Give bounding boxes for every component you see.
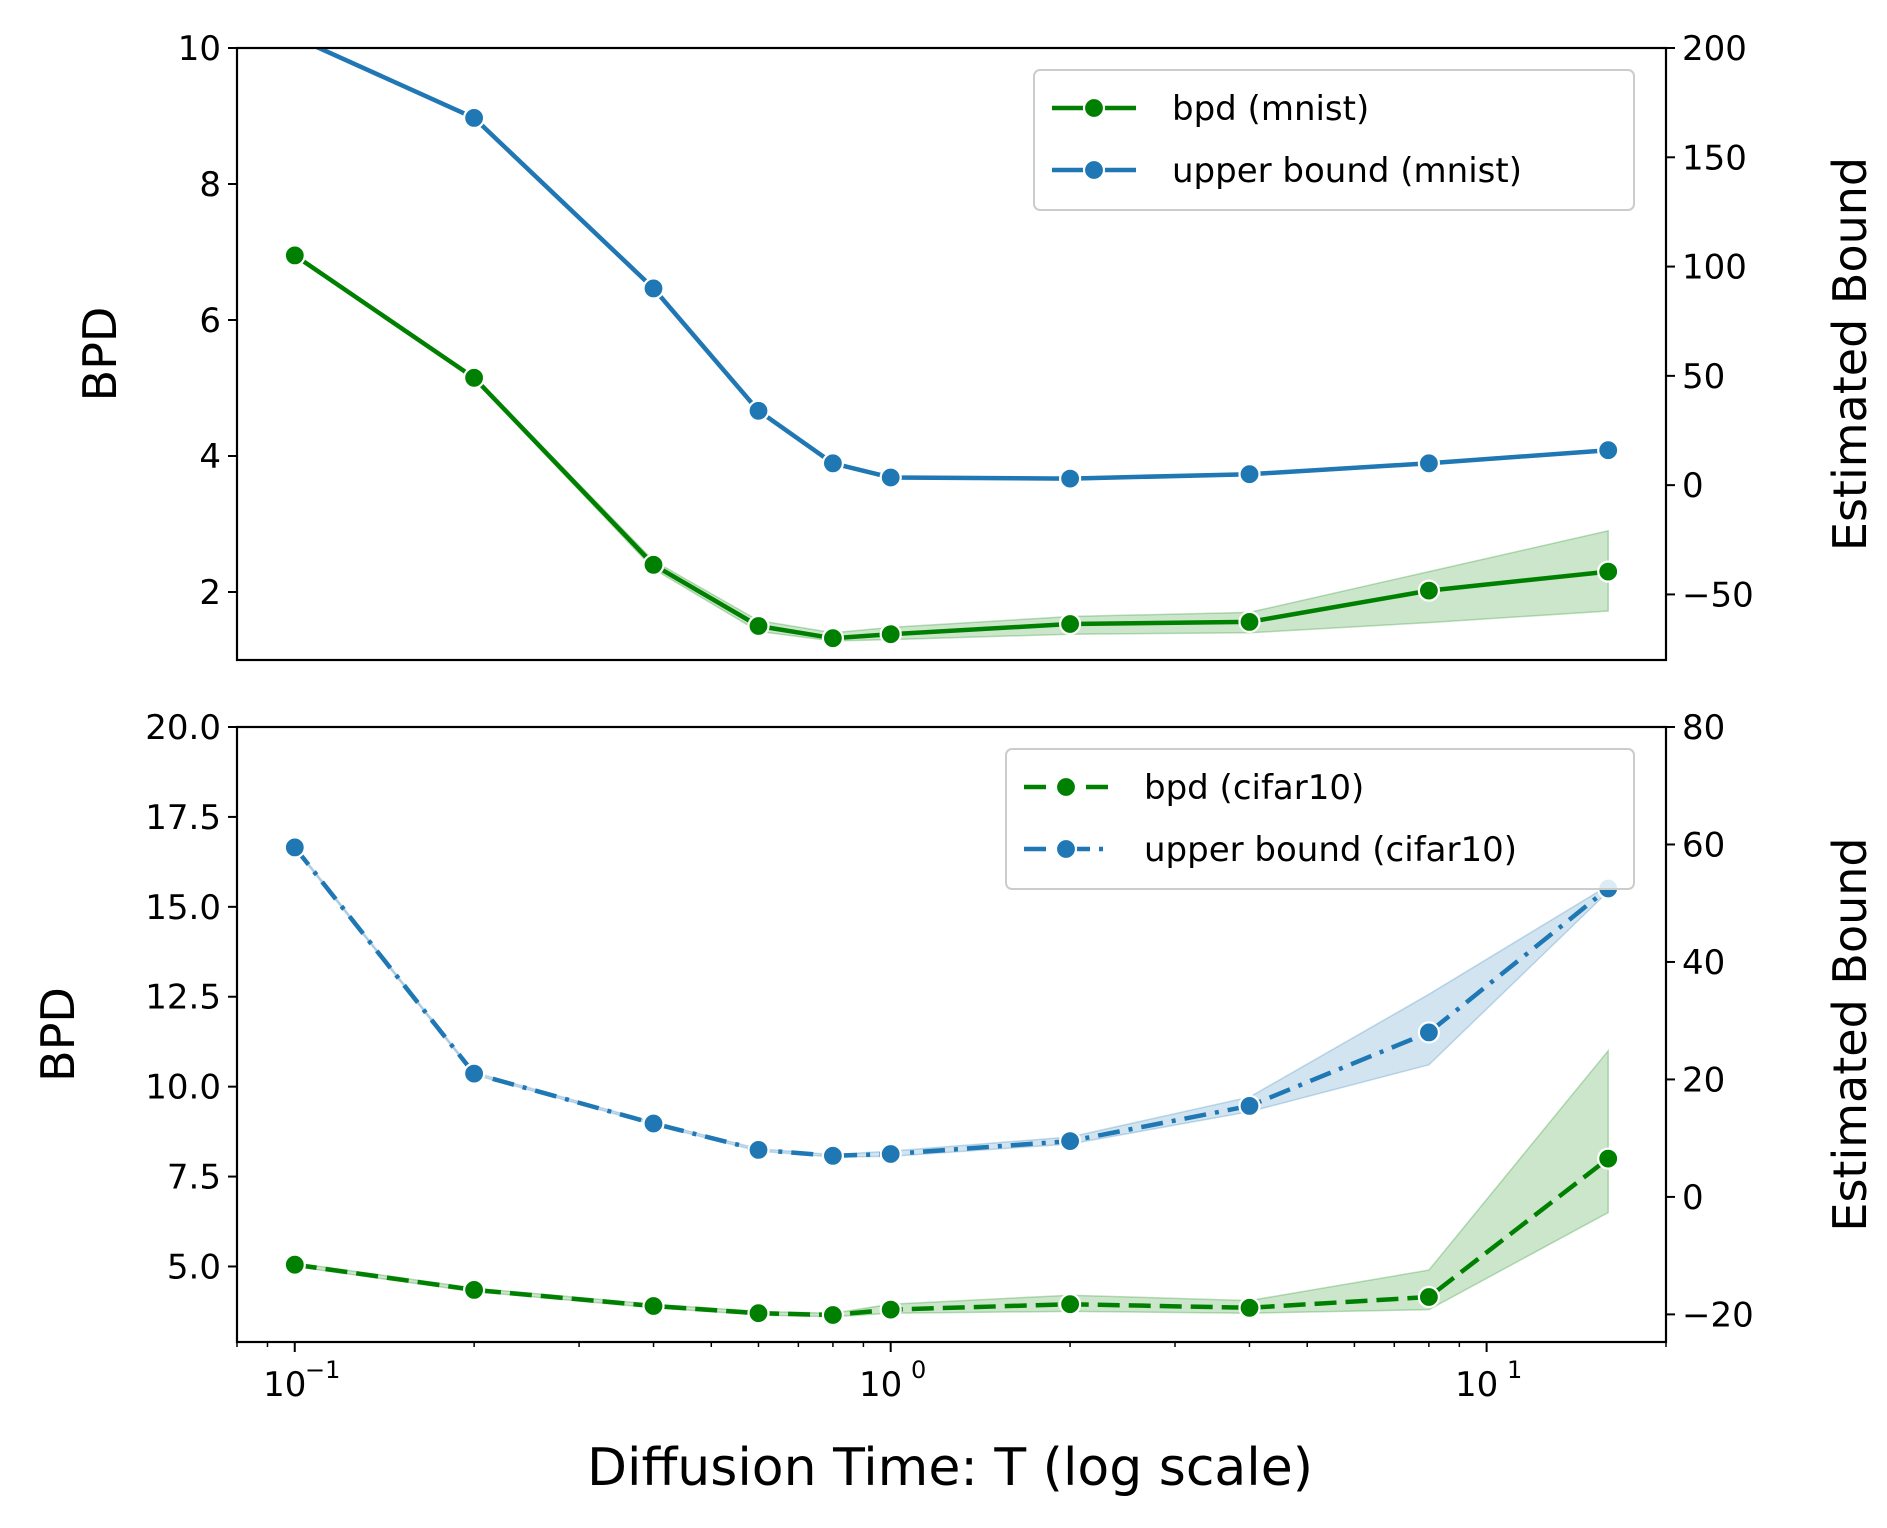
- left-y-tick-label: 5.0: [167, 1247, 221, 1287]
- left-y-tick-label: 4: [199, 437, 221, 477]
- data-point-upper-bound-mnist: [463, 106, 486, 130]
- x-tick-label-exponent: 0: [911, 1356, 926, 1384]
- right-y-tick-label: −20: [1682, 1295, 1754, 1335]
- data-point-upper-bound-mnist: [1058, 467, 1082, 490]
- x-tick-label-exponent: 1: [1507, 1356, 1522, 1384]
- data-point-bpd-mnist: [283, 244, 306, 267]
- legend-frame: [1005, 748, 1635, 890]
- data-point-upper-bound-cifar10: [1238, 1094, 1261, 1118]
- right-y-tick-label: 0: [1682, 1178, 1704, 1218]
- right-y-tick-label: 100: [1682, 248, 1747, 288]
- data-point-bpd-mnist: [642, 553, 665, 576]
- data-point-upper-bound-cifar10: [463, 1062, 486, 1085]
- data-point-bpd-mnist: [463, 366, 486, 389]
- x-tick-label-exponent: −1: [305, 1356, 340, 1384]
- legend: bpd (mnist) upper bound (mnist): [1033, 69, 1635, 211]
- legend-label-upper-bound-mnist: upper bound (mnist): [1172, 151, 1522, 191]
- right-y-tick-label: 40: [1682, 943, 1725, 983]
- right-y-tick-label: 60: [1682, 825, 1725, 865]
- data-point-upper-bound-cifar10: [1058, 1129, 1082, 1153]
- data-point-bpd-mnist: [747, 614, 770, 638]
- right-y-axis-title: Estimated Bound: [1823, 157, 1877, 551]
- right-y-tick-label: 80: [1682, 708, 1725, 748]
- data-point-upper-bound-mnist: [747, 399, 770, 422]
- left-y-axis-title: BPD: [31, 987, 85, 1082]
- left-y-tick-label: 10.0: [145, 1068, 221, 1108]
- left-y-tick-label: 10: [178, 29, 221, 69]
- data-point-upper-bound-cifar10: [879, 1142, 902, 1166]
- legend-label-upper-bound-cifar10: upper bound (cifar10): [1144, 830, 1517, 870]
- data-point-bpd-mnist: [1058, 612, 1082, 636]
- legend-frame: [1033, 69, 1635, 211]
- data-point-upper-bound-mnist: [1597, 439, 1620, 462]
- left-y-tick-label: 17.5: [145, 798, 221, 838]
- data-point-bpd-cifar10: [283, 1253, 306, 1276]
- legend: bpd (cifar10) upper bound (cifar10): [1005, 748, 1635, 890]
- bottom-panel: 5.0 7.5 10.0 12.5 15.0 17.5 20.0 −20 0 20 40 60 80 BP…: [31, 708, 1877, 1405]
- right-y-tick-label: −50: [1682, 575, 1754, 615]
- left-y-tick-label: 12.5: [145, 978, 221, 1018]
- data-point-bpd-cifar10: [463, 1278, 486, 1302]
- confidence-band-bpd-mnist: [294, 252, 1609, 642]
- data-point-upper-bound-mnist: [1417, 452, 1441, 475]
- legend-marker-upper-bound-cifar10: [1054, 837, 1078, 861]
- data-point-bpd-mnist: [821, 627, 845, 650]
- data-point-bpd-mnist: [1417, 579, 1441, 602]
- data-point-upper-bound-cifar10: [642, 1112, 665, 1135]
- right-y-tick-label: 0: [1682, 466, 1704, 506]
- data-point-upper-bound-mnist: [1238, 463, 1261, 486]
- x-tick-label-base: 10: [1455, 1365, 1498, 1405]
- data-point-upper-bound-cifar10: [1417, 1021, 1441, 1044]
- left-y-tick-label: 15.0: [145, 888, 221, 928]
- x-tick-label-base: 10: [859, 1365, 902, 1405]
- data-point-bpd-cifar10: [1058, 1293, 1082, 1316]
- plot-frame: [235, 725, 1668, 1344]
- data-point-upper-bound-cifar10: [283, 836, 306, 859]
- plot-area: [283, 48, 1620, 650]
- data-point-bpd-mnist: [1597, 560, 1620, 583]
- data-point-bpd-mnist: [879, 623, 902, 646]
- series-line-bpd-mnist: [293, 253, 1609, 641]
- right-y-axis-title: Estimated Bound: [1823, 837, 1877, 1231]
- legend-marker-bpd-cifar10: [1054, 775, 1078, 799]
- series-line-upper-bound-mnist: [313, 48, 1609, 481]
- data-point-bpd-cifar10: [1597, 1147, 1620, 1170]
- right-y-tick-label: 20: [1682, 1060, 1725, 1100]
- data-point-bpd-mnist: [1238, 610, 1261, 634]
- left-y-tick-label: 7.5: [167, 1158, 221, 1198]
- right-y-tick-label: 200: [1682, 29, 1747, 69]
- left-y-tick-label: 20.0: [145, 708, 221, 748]
- left-y-tick-label: 6: [199, 301, 221, 341]
- data-point-upper-bound-cifar10: [821, 1144, 845, 1167]
- left-y-axis-title: BPD: [73, 307, 127, 402]
- legend-marker-bpd-mnist: [1082, 96, 1106, 120]
- data-point-upper-bound-cifar10: [747, 1138, 770, 1162]
- data-point-bpd-cifar10: [821, 1303, 845, 1327]
- data-point-upper-bound-mnist: [821, 452, 845, 475]
- x-axis-title: Diffusion Time: T (log scale): [587, 1438, 1313, 1498]
- series-line-bpd-cifar10: [294, 1156, 1610, 1318]
- data-point-bpd-cifar10: [747, 1302, 770, 1325]
- data-point-upper-bound-mnist: [879, 466, 902, 489]
- data-point-bpd-cifar10: [1417, 1285, 1441, 1309]
- top-panel: 2 4 6 8 10 −50 0 50 100 150 200 BPD Estimated Bound b…: [73, 29, 1877, 662]
- legend-label-bpd-mnist: bpd (mnist): [1172, 89, 1369, 129]
- data-point-bpd-cifar10: [1238, 1296, 1261, 1319]
- confidence-band-bpd-cifar10: [294, 1048, 1609, 1318]
- legend-marker-upper-bound-mnist: [1082, 158, 1106, 182]
- left-y-tick-label: 8: [199, 165, 221, 205]
- data-point-upper-bound-mnist: [642, 277, 665, 300]
- plot-frame: [235, 46, 1668, 662]
- right-y-tick-label: 150: [1682, 138, 1747, 178]
- data-point-bpd-cifar10: [642, 1294, 665, 1318]
- right-y-tick-label: 50: [1682, 357, 1725, 397]
- data-point-bpd-cifar10: [879, 1298, 902, 1321]
- plot-area: [283, 836, 1620, 1327]
- legend-label-bpd-cifar10: bpd (cifar10): [1144, 768, 1364, 808]
- left-y-tick-label: 2: [199, 573, 221, 613]
- series-line-upper-bound-cifar10: [293, 846, 1610, 1159]
- x-tick-label-base: 10: [263, 1365, 306, 1405]
